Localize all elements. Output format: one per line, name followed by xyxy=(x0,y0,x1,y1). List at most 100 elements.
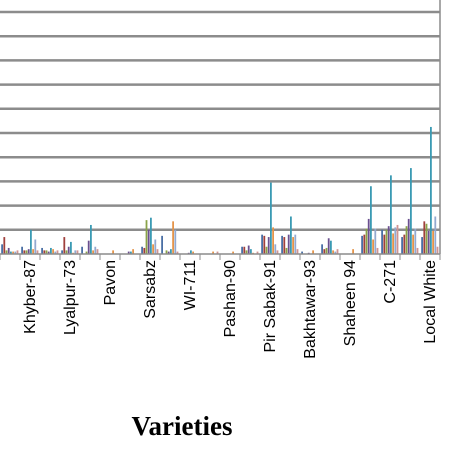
bar xyxy=(81,246,83,254)
bar xyxy=(334,251,337,254)
gridlines xyxy=(0,10,440,232)
bar xyxy=(410,168,412,254)
bar xyxy=(301,251,303,254)
x-tick-label: Local White xyxy=(422,260,439,344)
bar xyxy=(63,237,66,254)
x-tick-label: WI-711 xyxy=(182,260,199,310)
bar xyxy=(263,235,266,254)
bar xyxy=(365,228,368,254)
bar xyxy=(265,246,268,254)
bar xyxy=(170,249,172,254)
bar xyxy=(150,217,152,254)
bar xyxy=(423,221,426,254)
bar xyxy=(245,250,248,254)
bar xyxy=(361,235,363,254)
bar xyxy=(14,251,17,254)
bar xyxy=(432,231,434,254)
bar xyxy=(112,250,114,254)
bar xyxy=(372,239,374,254)
x-tick-label: Khyber-87 xyxy=(22,260,39,334)
bar xyxy=(256,251,259,254)
bar xyxy=(76,250,79,254)
x-axis xyxy=(0,0,441,260)
bar xyxy=(212,251,214,254)
x-axis-title: Varieties xyxy=(132,411,233,441)
x-tick-label: Lyalpur-73 xyxy=(62,260,79,335)
bar xyxy=(405,226,408,254)
bar xyxy=(143,247,146,254)
bar xyxy=(147,229,150,254)
bar xyxy=(325,247,328,254)
bar xyxy=(383,234,386,254)
bar xyxy=(34,239,37,254)
bar xyxy=(294,234,297,254)
bar xyxy=(296,249,299,254)
bar xyxy=(287,234,290,254)
bar xyxy=(50,247,52,254)
x-tick-label: Pavon xyxy=(102,260,119,305)
bar xyxy=(381,229,383,254)
bar xyxy=(327,238,330,254)
bar xyxy=(216,251,219,254)
bar xyxy=(312,250,314,254)
bar xyxy=(427,231,430,254)
bar xyxy=(85,251,88,254)
bar xyxy=(336,249,339,254)
bar xyxy=(23,250,26,254)
x-tick-label: Bakhtawar-93 xyxy=(302,260,319,359)
bar xyxy=(87,240,90,254)
bar xyxy=(267,237,270,254)
bar xyxy=(32,249,34,254)
bar xyxy=(52,249,54,254)
bar xyxy=(243,246,246,254)
bar xyxy=(363,234,366,254)
bar xyxy=(392,233,394,254)
bar xyxy=(167,251,170,254)
x-tick-label: C-271 xyxy=(382,260,399,304)
bar xyxy=(145,220,148,254)
bar xyxy=(45,250,48,254)
bar xyxy=(165,250,168,254)
bar xyxy=(67,246,70,254)
bar xyxy=(436,246,439,254)
bar xyxy=(330,240,332,254)
bar xyxy=(412,234,414,254)
bar xyxy=(261,234,263,254)
x-tick-label: Pir Sabak-91 xyxy=(262,260,279,353)
bar xyxy=(276,250,279,254)
bar xyxy=(5,250,8,254)
bar xyxy=(43,250,46,254)
bar xyxy=(285,247,288,254)
bar xyxy=(61,250,63,254)
bar xyxy=(74,250,77,254)
bar xyxy=(323,249,326,254)
bar-series xyxy=(1,126,439,254)
bar xyxy=(154,239,157,254)
bar xyxy=(274,244,277,254)
bar xyxy=(190,250,192,254)
bar xyxy=(376,247,379,254)
bar xyxy=(12,251,14,254)
bar xyxy=(430,126,432,254)
bar xyxy=(90,224,92,254)
bar xyxy=(270,182,272,254)
bar xyxy=(394,227,397,254)
bar xyxy=(401,237,403,254)
x-tick-label: Pashan-90 xyxy=(222,260,239,337)
x-tick-labels: Khyber-87 Lyalpur-73 Pavon Sarsabz WI-711 Pas… xyxy=(22,260,439,359)
bar xyxy=(3,237,6,254)
bar xyxy=(352,249,354,254)
bar xyxy=(41,247,43,254)
bar xyxy=(16,250,19,254)
bar xyxy=(283,237,286,254)
bar xyxy=(141,246,143,254)
bar xyxy=(161,235,163,254)
bar xyxy=(127,251,130,254)
x-tick-label: Sarsabz xyxy=(142,260,159,319)
bar xyxy=(21,246,23,254)
bar xyxy=(290,216,292,254)
bar xyxy=(390,175,392,254)
bar xyxy=(7,247,10,254)
